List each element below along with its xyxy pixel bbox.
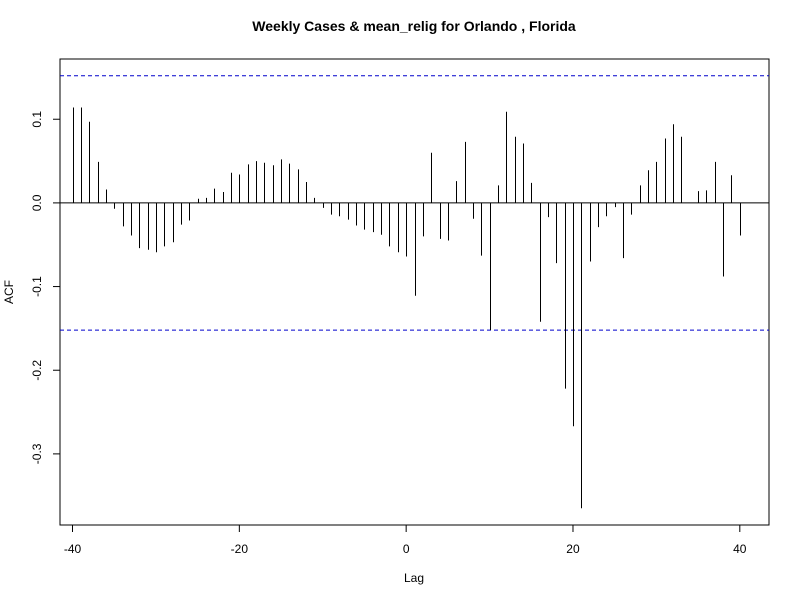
chart-title: Weekly Cases & mean_relig for Orlando , … xyxy=(252,18,576,34)
y-tick-label: -0.3 xyxy=(30,443,44,464)
x-tick-label: -40 xyxy=(64,542,82,556)
x-tick-label: 0 xyxy=(403,542,410,556)
x-axis: -40 -20 0 20 40 xyxy=(64,525,747,556)
x-tick-label: -20 xyxy=(231,542,249,556)
y-axis-label: ACF xyxy=(2,280,16,304)
y-tick-label: 0.0 xyxy=(30,194,44,211)
y-tick-label: -0.2 xyxy=(30,360,44,381)
x-axis-label: Lag xyxy=(404,571,424,585)
y-tick-label: -0.1 xyxy=(30,276,44,297)
x-tick-label: 20 xyxy=(566,542,580,556)
acf-spikes xyxy=(73,107,741,509)
y-tick-label: 0.1 xyxy=(30,111,44,128)
plot-frame xyxy=(59,58,770,526)
y-axis: -0.3 -0.2 -0.1 0.0 0.1 xyxy=(30,111,60,464)
x-tick-label: 40 xyxy=(733,542,747,556)
